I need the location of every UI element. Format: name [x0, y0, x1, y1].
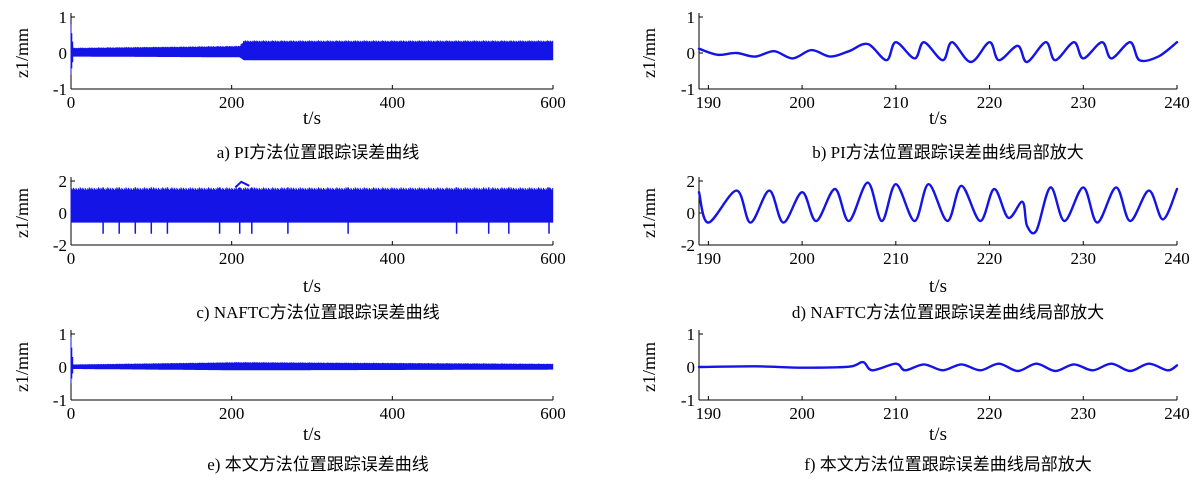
x-tick-label: 400: [380, 404, 406, 423]
x-tick-label: 400: [380, 249, 406, 268]
x-axis-label: t/s: [929, 276, 947, 297]
y-tick-label: 0: [687, 44, 696, 63]
panel-caption: d) NAFTC方法位置跟踪误差曲线局部放大: [792, 303, 1104, 322]
x-tick-label: 600: [540, 404, 566, 423]
y-tick-label: -1: [681, 391, 695, 410]
x-tick-label: 200: [219, 404, 245, 423]
x-tick-label: 0: [67, 249, 76, 268]
series-line: [70, 24, 554, 75]
y-tick-label: 0: [59, 358, 68, 377]
x-tick-label: 230: [1071, 93, 1097, 112]
panel-caption: b) PI方法位置跟踪误差曲线局部放大: [812, 143, 1084, 162]
x-tick-label: 240: [1164, 93, 1190, 112]
y-tick-label: 0: [687, 358, 696, 377]
x-axis-label: t/s: [303, 424, 321, 445]
x-tick-label: 0: [67, 404, 76, 423]
y-tick-label: 0: [59, 204, 68, 223]
y-axis-label: z1/mm: [639, 342, 659, 392]
x-axis-label: t/s: [929, 108, 947, 129]
x-tick-label: 190: [696, 93, 722, 112]
y-tick-label: 0: [687, 204, 696, 223]
y-tick-label: -1: [53, 80, 67, 99]
x-tick-label: 230: [1071, 249, 1097, 268]
x-tick-label: 200: [789, 93, 815, 112]
x-tick-label: 220: [977, 93, 1003, 112]
x-tick-label: 240: [1164, 249, 1190, 268]
x-tick-label: 190: [696, 249, 722, 268]
x-tick-label: 210: [883, 249, 909, 268]
series-line: [697, 181, 1179, 235]
y-tick-label: 0: [59, 44, 68, 63]
y-tick-label: 2: [59, 172, 68, 191]
y-tick-label: 1: [687, 325, 696, 344]
series-line: [70, 337, 554, 384]
y-tick-label: -1: [681, 80, 695, 99]
series-line: [70, 187, 554, 223]
y-tick-label: 1: [687, 8, 696, 27]
x-tick-label: 230: [1071, 404, 1097, 423]
x-tick-label: 240: [1164, 404, 1190, 423]
series-spikes: [102, 187, 550, 234]
panel-caption: f) 本文方法位置跟踪误差曲线局部放大: [804, 455, 1092, 474]
series-peak: [234, 180, 250, 189]
x-tick-label: 200: [219, 249, 245, 268]
y-axis-label: z1/mm: [639, 28, 659, 78]
y-tick-label: 2: [687, 172, 696, 191]
x-tick-label: 210: [883, 93, 909, 112]
x-axis-label: t/s: [303, 276, 321, 297]
x-tick-label: 600: [540, 93, 566, 112]
x-tick-label: 200: [789, 404, 815, 423]
x-axis-label: t/s: [929, 424, 947, 445]
panel-caption: e) 本文方法位置跟踪误差曲线: [207, 455, 428, 474]
x-tick-label: 220: [977, 249, 1003, 268]
x-tick-label: 190: [696, 404, 722, 423]
x-tick-label: 220: [977, 404, 1003, 423]
y-tick-label: 1: [59, 325, 68, 344]
x-tick-label: 0: [67, 93, 76, 112]
y-axis-label: z1/mm: [12, 188, 32, 238]
y-tick-label: -2: [681, 236, 695, 255]
panel-caption: c) NAFTC方法位置跟踪误差曲线: [196, 303, 439, 322]
x-tick-label: 200: [789, 249, 815, 268]
series-line: [697, 41, 1179, 64]
x-tick-label: 400: [380, 93, 406, 112]
y-tick-label: -2: [53, 236, 67, 255]
x-tick-label: 600: [540, 249, 566, 268]
x-axis-label: t/s: [303, 108, 321, 129]
x-tick-label: 200: [219, 93, 245, 112]
series-line: [697, 360, 1179, 373]
y-tick-label: -1: [53, 391, 67, 410]
y-axis-label: z1/mm: [12, 342, 32, 392]
panel-caption: a) PI方法位置跟踪误差曲线: [217, 143, 420, 162]
x-tick-label: 210: [883, 404, 909, 423]
y-tick-label: 1: [59, 8, 68, 27]
y-axis-label: z1/mm: [639, 188, 659, 238]
y-axis-label: z1/mm: [12, 28, 32, 78]
